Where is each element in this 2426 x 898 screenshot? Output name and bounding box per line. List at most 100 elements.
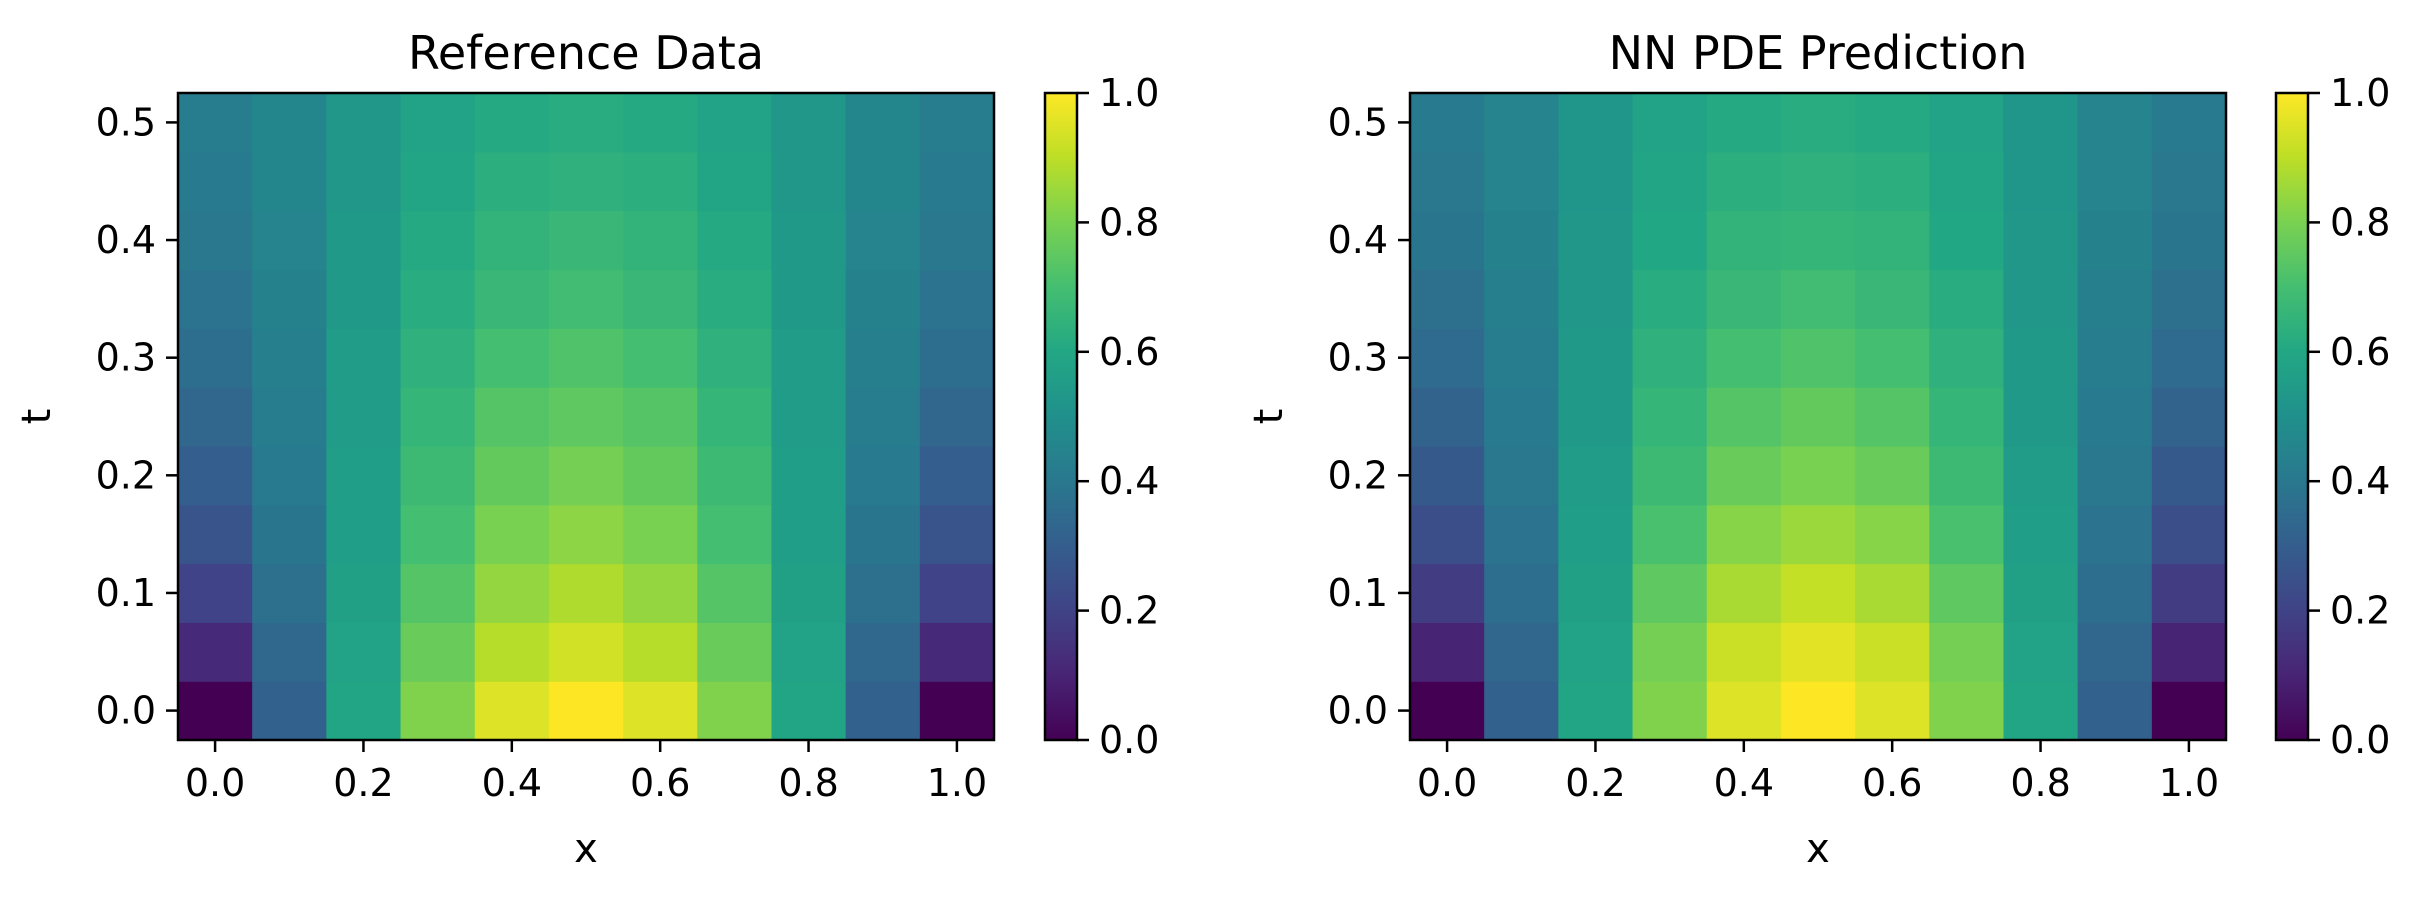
heatmap-cell xyxy=(623,622,698,682)
x-axis-label: x xyxy=(574,826,598,872)
heatmap-cell xyxy=(697,445,773,506)
x-tick-label: 0.8 xyxy=(2010,761,2070,805)
plot-frame xyxy=(176,91,996,742)
heatmap-cell xyxy=(548,210,624,271)
heatmap-cell xyxy=(400,504,476,565)
heatmap-cell xyxy=(1780,622,1856,682)
heatmap-cell xyxy=(1558,445,1634,506)
heatmap-cell xyxy=(326,622,402,682)
heatmap-cell xyxy=(548,328,624,388)
heatmap-cell xyxy=(845,563,921,623)
chart-title: NN PDE Prediction xyxy=(1609,26,2028,80)
heatmap-cell xyxy=(1929,387,2005,447)
heatmap-cell xyxy=(548,504,624,565)
colorbar-tick-label: 0.6 xyxy=(2330,330,2390,374)
y-tick-label: 0.4 xyxy=(1328,218,1388,262)
heatmap-cell xyxy=(474,504,550,565)
heatmap-cell xyxy=(178,681,253,741)
colorbar-tick-label: 0.2 xyxy=(2330,589,2390,633)
heatmap-cell xyxy=(2151,445,2227,506)
heatmap-cell xyxy=(2077,328,2153,388)
colorbar: 0.0 0.2 0.4 0.6 0.8 1.0 xyxy=(2274,71,2390,762)
heatmap-cell xyxy=(1929,151,2005,212)
heatmap-cell xyxy=(919,387,995,447)
heatmap-cell xyxy=(771,622,847,682)
heatmap-cell xyxy=(919,328,995,388)
heatmap-cell xyxy=(178,210,253,271)
heatmap-cell xyxy=(771,681,847,741)
heatmap-cell xyxy=(2077,681,2153,741)
heatmap-cell xyxy=(474,445,550,506)
heatmap-cell xyxy=(548,151,624,212)
colorbar-gradient xyxy=(2276,93,2308,740)
heatmap-cell xyxy=(845,445,921,506)
heatmap-cells xyxy=(1410,93,2227,741)
heatmap-cell xyxy=(1706,622,1782,682)
heatmap-cell xyxy=(1558,681,1634,741)
heatmap-cell xyxy=(2003,269,2079,329)
heatmap-cell xyxy=(252,504,327,565)
heatmap-cell xyxy=(400,622,476,682)
heatmap-cell xyxy=(919,210,995,271)
heatmap-cell xyxy=(474,328,550,388)
heatmap-cell xyxy=(326,445,402,506)
heatmap-cell xyxy=(474,269,550,329)
heatmap-cell xyxy=(2003,151,2079,212)
y-tick-label: 0.2 xyxy=(1328,453,1388,497)
heatmap-cell xyxy=(326,93,402,153)
y-tick-label: 0.5 xyxy=(96,100,156,144)
colorbar-tick-label: 0.0 xyxy=(2330,718,2390,762)
heatmap-cell xyxy=(1410,328,1485,388)
heatmap-cell xyxy=(845,504,921,565)
heatmap-cell xyxy=(697,328,773,388)
heatmap-cell xyxy=(1706,445,1782,506)
heatmap-cell xyxy=(2077,445,2153,506)
x-tick-label: 0.6 xyxy=(630,761,690,805)
heatmap-cell xyxy=(400,387,476,447)
heatmap-cell xyxy=(474,151,550,212)
heatmap-cell xyxy=(1484,504,1559,565)
heatmap-cell xyxy=(252,563,327,623)
heatmap-cell xyxy=(1929,269,2005,329)
heatmap-cell xyxy=(326,328,402,388)
heatmap-cell xyxy=(697,93,773,153)
plot-frame xyxy=(1408,91,2228,742)
y-axis-label: t xyxy=(14,409,60,425)
x-tick-label: 1.0 xyxy=(927,761,987,805)
heatmap-cell xyxy=(1410,269,1485,329)
heatmap-cell xyxy=(1558,93,1634,153)
heatmap-cell xyxy=(2003,622,2079,682)
y-tick-label: 0.4 xyxy=(96,218,156,262)
y-tick-label: 0.2 xyxy=(96,453,156,497)
heatmap-cell xyxy=(1632,151,1708,212)
y-tick-label: 0.5 xyxy=(1328,100,1388,144)
heatmap-cell xyxy=(1929,93,2005,153)
heatmap-cell xyxy=(919,681,995,741)
heatmap-cell xyxy=(2077,622,2153,682)
heatmap-cell xyxy=(623,445,698,506)
heatmap-cell xyxy=(2077,563,2153,623)
heatmap-cell xyxy=(1558,387,1634,447)
heatmap-cell xyxy=(1484,151,1559,212)
colorbar-frame xyxy=(1043,91,1079,742)
heatmap-cells xyxy=(178,93,995,741)
heatmap-cell xyxy=(1780,387,1856,447)
x-axis-label: x xyxy=(1806,826,1830,872)
heatmap-cell xyxy=(1410,504,1485,565)
heatmap-cell xyxy=(1632,93,1708,153)
heatmap-cell xyxy=(623,563,698,623)
heatmap-cell xyxy=(178,269,253,329)
heatmap-cell xyxy=(1780,93,1856,153)
heatmap-cell xyxy=(548,269,624,329)
heatmap-cell xyxy=(548,93,624,153)
heatmap-cell xyxy=(919,504,995,565)
heatmap-cell xyxy=(845,151,921,212)
heatmap-cell xyxy=(1410,622,1485,682)
heatmap-cell xyxy=(845,269,921,329)
heatmap-cell xyxy=(2077,269,2153,329)
heatmap-cell xyxy=(400,93,476,153)
x-tick-label: 0.2 xyxy=(1565,761,1625,805)
heatmap-cell xyxy=(1855,445,1930,506)
heatmap-cell xyxy=(178,504,253,565)
